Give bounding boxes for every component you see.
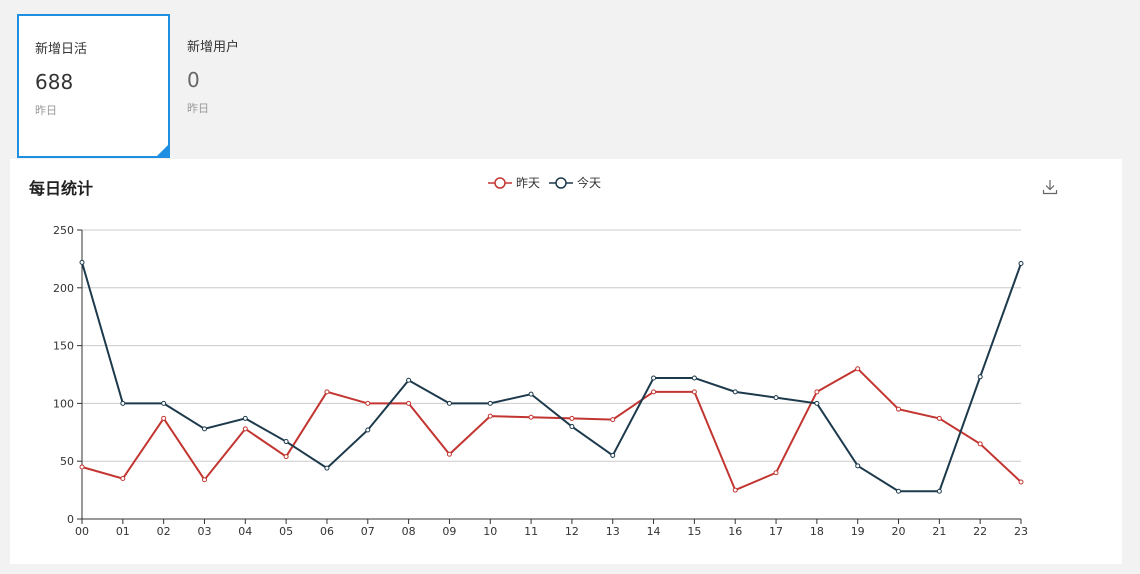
x-tick-label: 03 [197,525,211,538]
legend-label: 今天 [577,175,601,190]
card-value: 688 [35,70,74,94]
data-point [201,426,207,432]
data-point [814,400,820,406]
data-point [610,452,616,458]
data-point [936,415,942,421]
data-point [324,465,330,471]
data-point [773,395,779,401]
data-point [446,451,452,457]
data-point [487,400,493,406]
card-title: 新增日活 [35,42,88,57]
data-point [896,406,902,412]
data-point [977,374,983,380]
data-point [1018,261,1024,267]
x-tick-label: 07 [361,525,375,538]
data-point [732,487,738,493]
x-tick-label: 23 [1014,525,1028,538]
data-point [79,464,85,470]
x-tick-label: 06 [320,525,334,538]
x-tick-label: 01 [116,525,130,538]
x-tick-label: 15 [687,525,701,538]
y-tick-label: 100 [53,397,74,410]
data-point [487,413,493,419]
x-tick-label: 10 [483,525,497,538]
data-point [855,463,861,469]
data-point [855,366,861,372]
download-icon[interactable] [1042,179,1058,195]
data-point [242,426,248,432]
series-line-0 [81,367,1022,492]
data-point [732,389,738,395]
y-tick-label: 0 [67,513,74,526]
y-tick-label: 50 [60,455,74,468]
data-point [651,375,657,381]
data-point [406,400,412,406]
data-point [569,424,575,430]
data-point [161,415,167,421]
data-point [814,389,820,395]
data-point [406,377,412,383]
data-point [651,389,657,395]
data-point [691,389,697,395]
data-point [365,400,371,406]
card-value: 0 [187,68,200,92]
x-tick-label: 09 [442,525,456,538]
x-tick-label: 18 [810,525,824,538]
legend-marker [494,177,506,189]
data-point [1018,479,1024,485]
x-tick-label: 19 [851,525,865,538]
data-point [242,415,248,421]
data-point [773,470,779,476]
series-line-1 [81,262,1022,493]
y-tick-label: 250 [53,224,74,237]
data-point [528,414,534,420]
x-tick-label: 08 [402,525,416,538]
x-tick-label: 12 [565,525,579,538]
data-point [79,259,85,265]
data-point [324,389,330,395]
selected-corner-icon [156,144,169,157]
card-title: 新增用户 [187,40,240,55]
x-tick-label: 02 [157,525,171,538]
x-tick-label: 22 [973,525,987,538]
data-point [896,488,902,494]
x-tick-label: 05 [279,525,293,538]
line-chart: 0 50 100 150 200 250 00 01 02 03 04 05 06 07 08 09 10 11 1… [53,175,1028,538]
x-tick-label: 17 [769,525,783,538]
panel-title: 每日统计 [29,179,94,198]
card-new-daily-active[interactable]: 新增日活 688 昨日 [17,14,170,158]
x-tick-label: 20 [892,525,906,538]
data-point [936,488,942,494]
data-point [977,441,983,447]
x-tick-label: 21 [932,525,946,538]
data-point [610,417,616,423]
data-point [201,477,207,483]
data-point [446,400,452,406]
daily-stats-panel: 0 50 100 150 200 250 00 01 02 03 04 05 06 07 08 09 10 11 1… [10,159,1122,564]
x-tick-label: 14 [647,525,661,538]
data-point [283,454,289,460]
x-tick-label: 16 [728,525,742,538]
legend-label: 昨天 [516,176,540,190]
x-tick-label: 11 [524,525,538,538]
data-point [365,427,371,433]
y-tick-label: 200 [53,282,74,295]
stat-cards: 新增日活 688 昨日 新增用户 0 昨日 [17,14,417,158]
data-point [569,415,575,421]
card-new-users[interactable]: 新增用户 0 昨日 [170,14,323,158]
data-point [161,400,167,406]
data-point [283,439,289,445]
card-subtitle: 昨日 [35,104,57,117]
y-tick-label: 150 [53,340,74,353]
data-point [691,375,697,381]
data-point [120,400,126,406]
legend-marker [555,177,567,189]
data-point [120,476,126,482]
card-subtitle: 昨日 [187,102,209,115]
data-point [528,391,534,397]
x-tick-label: 04 [238,525,252,538]
x-tick-label: 13 [606,525,620,538]
x-tick-label: 00 [75,525,89,538]
